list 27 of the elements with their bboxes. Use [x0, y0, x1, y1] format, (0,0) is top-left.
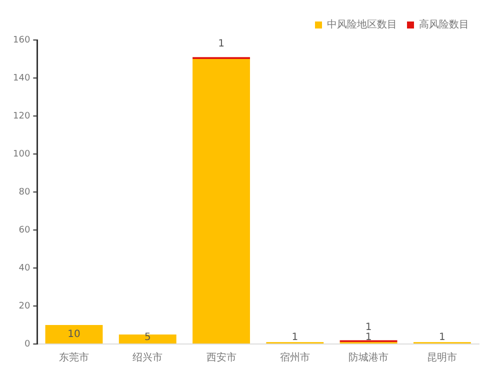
y-tick-label: 160 [12, 35, 30, 46]
y-tick-label: 120 [12, 111, 30, 122]
x-tick-label: 东莞市 [58, 352, 89, 364]
data-label: 1 [365, 332, 372, 344]
data-label: 10 [68, 328, 80, 340]
x-tick-label: 防城港市 [348, 352, 389, 364]
y-tick-label: 20 [18, 301, 30, 312]
legend-label: 中风险地区数目 [327, 18, 397, 31]
x-tick-label: 西安市 [206, 352, 236, 364]
y-tick-label: 40 [18, 263, 30, 274]
y-tick-label: 140 [12, 73, 30, 84]
legend-label: 高风险数目 [419, 18, 469, 31]
y-tick-label: 80 [18, 187, 30, 198]
data-label: 1 [292, 332, 298, 344]
y-tick-label: 60 [18, 225, 30, 236]
y-tick-label: 0 [24, 339, 30, 350]
bar [118, 334, 176, 344]
x-tick-label: 宿州市 [280, 352, 310, 364]
data-label: 1 [365, 322, 372, 333]
bar [45, 325, 103, 344]
data-label: 1 [218, 38, 224, 50]
x-tick-label: 绍兴市 [132, 352, 163, 364]
y-tick-label: 100 [12, 149, 30, 160]
x-tick-label: 昆明市 [427, 352, 458, 364]
data-label: 5 [144, 332, 151, 344]
bar [192, 59, 250, 344]
data-label: 1 [438, 332, 446, 344]
